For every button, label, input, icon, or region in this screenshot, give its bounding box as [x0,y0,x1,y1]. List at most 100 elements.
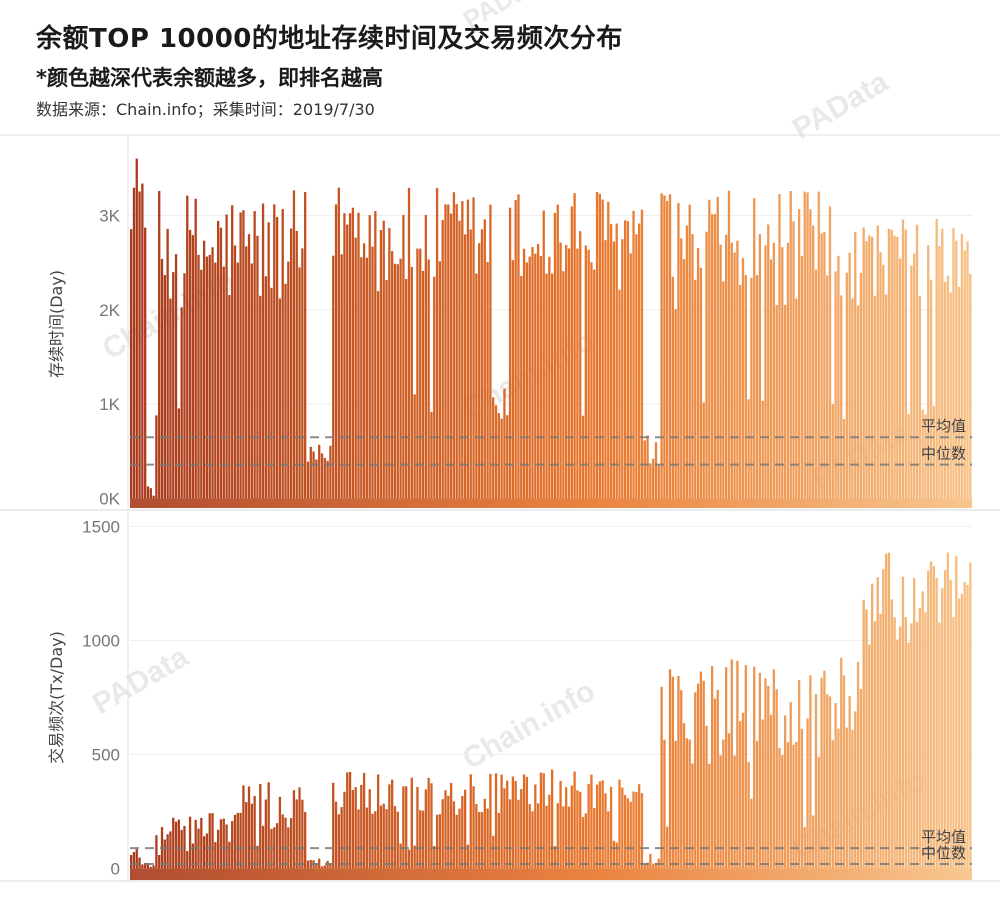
bar [281,814,284,869]
bar [868,235,871,499]
bar [340,807,343,869]
bar [180,829,183,869]
bar [492,397,495,499]
bar [250,803,253,869]
bar [405,786,408,869]
bar [699,267,703,499]
bar [497,813,500,869]
bar [528,804,531,869]
bar [441,799,444,869]
y-tick-label: 2K [99,301,120,320]
bar [340,254,343,499]
bar [275,823,279,869]
bar [812,225,815,499]
bar [910,265,913,499]
bar [388,784,391,869]
bar [309,446,312,499]
bar [918,295,921,499]
bar [792,221,795,499]
bar [351,790,355,869]
bar [856,661,860,869]
bar [567,806,571,869]
bar [927,570,930,869]
bar [466,199,470,499]
bar [806,192,809,499]
bar [966,241,969,499]
bar [180,307,183,499]
bar [298,787,301,869]
bar [511,260,515,499]
bar [643,863,646,869]
bar [870,236,874,499]
bar [828,696,832,869]
bar [741,712,745,869]
bar [640,209,644,499]
bar [186,195,189,499]
bar [753,198,756,499]
bar [245,246,248,499]
bar [489,773,492,869]
bar [604,793,607,869]
bar [402,214,405,499]
bar [376,774,380,869]
bar [239,812,242,869]
bar [416,786,419,869]
bar [682,723,686,869]
bar [421,270,425,499]
bar [682,259,686,499]
bar [475,804,478,869]
bar [882,264,885,499]
bar [750,798,753,869]
bar [710,666,714,869]
bar [747,761,750,869]
bar [492,835,495,869]
bar [337,814,340,869]
bar [166,228,169,499]
bar [744,275,747,499]
bar [739,284,742,499]
bar [635,234,638,499]
bar [253,795,256,869]
bar [966,585,969,869]
bar [253,211,256,499]
bar [222,266,225,499]
bar [388,228,391,499]
bar [205,833,209,869]
bar [621,787,624,869]
bar [489,204,492,499]
bar [579,791,582,869]
bar [969,274,972,499]
bar [615,223,618,499]
bar [138,191,141,499]
bar [913,253,916,499]
bar [556,204,559,499]
bar [783,304,787,499]
bar [638,784,641,869]
bar [391,779,394,869]
bar [438,261,442,499]
bar [158,855,161,869]
y-tick-label: 1000 [82,631,120,650]
bar [598,193,602,499]
bar [562,271,565,499]
bar [663,739,666,869]
y-tick-label: 1K [99,395,120,414]
bar [399,843,402,869]
bar [379,805,383,869]
bar [851,298,854,499]
bar [884,294,888,499]
bar [374,211,377,499]
bar [595,192,599,499]
bar [270,287,273,499]
bar [915,224,919,499]
bar [758,672,761,869]
bar [781,247,784,499]
bar [461,795,464,869]
bar [478,243,481,499]
bar [955,555,958,869]
y-tick-label: 3K [99,206,120,225]
bar [957,598,961,869]
bar [896,639,899,869]
bar [553,846,557,869]
bar [528,256,531,499]
